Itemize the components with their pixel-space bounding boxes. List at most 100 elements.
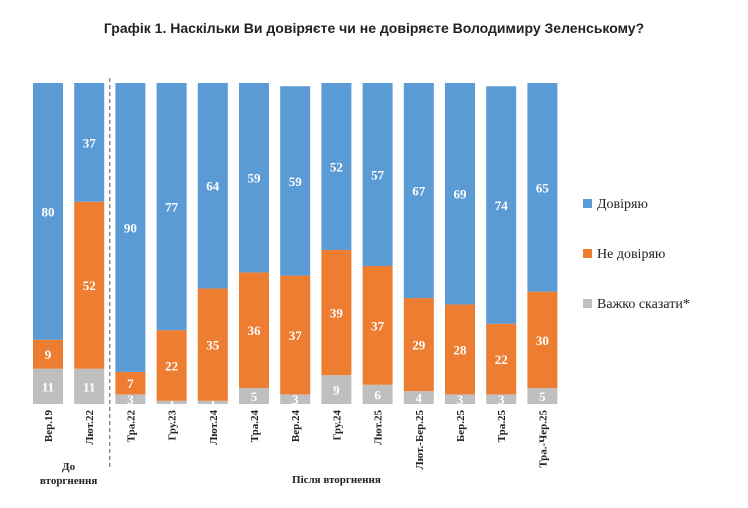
data-label: 5 (539, 389, 546, 404)
x-tick-label: Тра.-Чер.25 (537, 410, 549, 468)
bar-segment (527, 83, 558, 292)
data-label: 6 (374, 387, 381, 402)
data-label: 52 (83, 278, 96, 293)
bar-segment (239, 387, 269, 404)
bar-segment (33, 339, 63, 369)
data-label: 11 (42, 379, 54, 394)
bar-segment (362, 384, 393, 404)
group-label: До (62, 461, 76, 473)
data-label: 4 (416, 391, 423, 406)
bar-segment (156, 330, 187, 401)
data-label: 57 (371, 167, 385, 182)
bar-segment (239, 83, 269, 273)
bar-segment (115, 371, 146, 395)
bar-segment (197, 400, 228, 404)
data-label: 52 (330, 159, 343, 174)
legend-label: Важко сказати* (597, 297, 690, 312)
data-label: 35 (206, 338, 220, 353)
bar-segment (115, 83, 146, 372)
bar-segment (280, 86, 311, 276)
bar-segment (362, 83, 393, 266)
bar-segment (74, 368, 105, 404)
x-tick-label: Тра.22 (125, 410, 137, 443)
legend-swatch (583, 299, 592, 308)
bar-segment (321, 375, 352, 404)
bar-segment (33, 83, 63, 340)
bar-segment (197, 83, 228, 289)
bar-segment (527, 291, 558, 388)
x-tick-label: Бер.25 (455, 410, 467, 443)
bar-segment (445, 304, 475, 395)
bar-segment (403, 298, 434, 392)
bar-segment (486, 323, 517, 395)
data-label: 1 (168, 395, 175, 410)
x-tick-label: Тра.24 (249, 410, 261, 443)
bar-segment (445, 83, 475, 305)
data-label: 5 (251, 389, 258, 404)
group-label: вторгнення (40, 475, 97, 487)
x-tick-label: Гру.23 (167, 410, 179, 441)
bar-segment (74, 83, 105, 202)
data-label: 3 (498, 392, 505, 407)
x-tick-label: Лют.25 (373, 410, 385, 445)
bar-segment (403, 391, 434, 404)
data-label: 1 (210, 395, 217, 410)
bar-segment (486, 86, 517, 324)
data-label: 36 (248, 323, 262, 338)
x-tick-label: Лют.-Бер.25 (414, 410, 426, 470)
data-label: 90 (124, 220, 137, 235)
group-label: Після вторгнення (292, 474, 381, 486)
data-label: 67 (412, 184, 426, 199)
x-tick-label: Лют.24 (208, 410, 220, 445)
x-tick-label: Гру.24 (331, 410, 343, 441)
data-label: 3 (292, 392, 299, 407)
data-label: 3 (127, 392, 134, 407)
data-label: 69 (454, 187, 468, 202)
data-label: 37 (371, 318, 385, 333)
bar-segment (445, 394, 475, 404)
data-label: 11 (83, 379, 95, 394)
data-label: 7 (127, 376, 134, 391)
bar-segment (156, 400, 187, 404)
bar-segment (156, 83, 187, 331)
legend-swatch (583, 199, 592, 208)
data-label: 39 (330, 306, 344, 321)
data-label: 22 (495, 352, 508, 367)
x-tick-label: Вер.24 (290, 410, 302, 443)
legend-label: Не довіряю (597, 247, 665, 262)
x-tick-label: Вер.19 (43, 410, 55, 443)
bar-segment (321, 83, 352, 250)
data-label: 80 (42, 204, 55, 219)
legend-label: Довіряю (597, 197, 648, 212)
bar-segment (362, 265, 393, 385)
bar-segment (527, 387, 558, 404)
bar-segment (197, 288, 228, 401)
data-label: 30 (536, 333, 549, 348)
data-label: 64 (206, 179, 220, 194)
data-label: 9 (45, 347, 52, 362)
data-label: 28 (454, 342, 468, 357)
bar-segment (403, 83, 434, 299)
data-label: 59 (289, 174, 303, 189)
data-label: 77 (165, 200, 179, 215)
data-label: 37 (289, 328, 303, 343)
data-label: 22 (165, 358, 178, 373)
bar-segment (239, 272, 269, 388)
legend-swatch (583, 249, 592, 258)
data-label: 3 (457, 392, 464, 407)
data-label: 74 (495, 198, 509, 213)
data-label: 29 (412, 338, 426, 353)
bar-segment (33, 368, 63, 404)
bar-segment (280, 394, 311, 404)
bar-segment (115, 394, 146, 404)
x-tick-label: Лют.22 (84, 410, 96, 445)
chart-title: Графік 1. Наскільки Ви довіряєте чи не д… (103, 20, 645, 36)
bar-segment (74, 201, 105, 369)
bar-segment (321, 249, 352, 376)
bar-segment (486, 394, 517, 404)
x-tick-label: Тра.25 (496, 410, 508, 443)
data-label: 37 (83, 135, 97, 150)
data-label: 59 (248, 171, 262, 186)
data-label: 65 (536, 180, 550, 195)
